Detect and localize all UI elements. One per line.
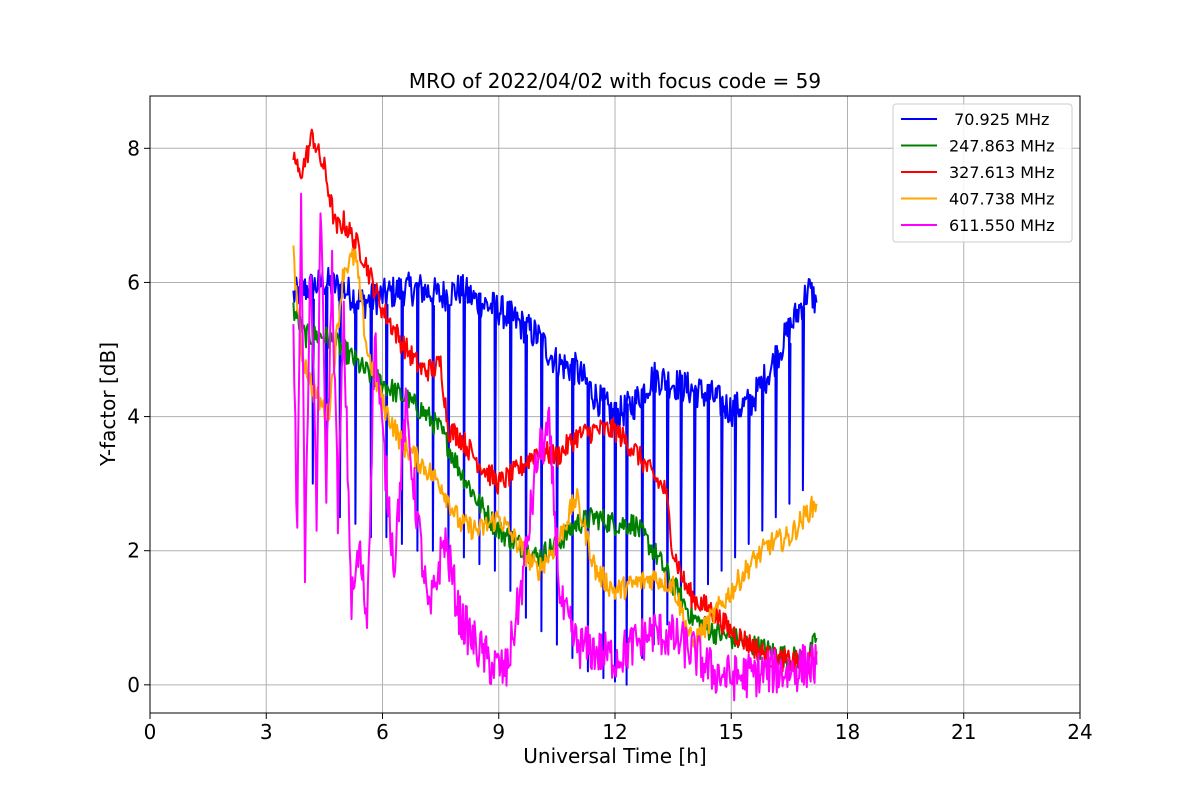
- x-tick-label: 15: [719, 720, 744, 744]
- y-tick-label: 6: [127, 270, 140, 294]
- y-tick-label: 0: [127, 673, 140, 697]
- x-tick-label: 3: [260, 720, 273, 744]
- legend-box: [892, 103, 1073, 243]
- legend-label: 407.738 MHz: [949, 190, 1054, 209]
- x-tick-label: 24: [1067, 720, 1092, 744]
- x-tick-label: 21: [951, 720, 976, 744]
- legend-label: 327.613 MHz: [949, 163, 1054, 182]
- y-axis-title: Y-factor [dB]: [96, 342, 120, 467]
- x-tick-label: 0: [144, 720, 157, 744]
- series-line: [292, 192, 818, 702]
- x-tick-label: 6: [376, 720, 389, 744]
- x-axis-title: Universal Time [h]: [523, 744, 706, 768]
- chart-title: MRO of 2022/04/02 with focus code = 59: [409, 69, 821, 93]
- series-line: [292, 266, 818, 686]
- y-tick-label: 4: [127, 405, 140, 429]
- x-tick-label: 9: [492, 720, 505, 744]
- legend-label: 611.550 MHz: [949, 216, 1054, 235]
- y-tick-label: 8: [127, 136, 140, 160]
- legend-label: 70.925 MHz: [949, 110, 1049, 129]
- series-line: [292, 128, 818, 675]
- series-layer: [292, 128, 818, 702]
- x-tick-label: 12: [602, 720, 627, 744]
- y-tick-label: 2: [127, 539, 140, 563]
- x-tick-label: 18: [835, 720, 860, 744]
- legend: 70.925 MHz 247.863 MHz 327.613 MHz 407.738 …: [892, 103, 1073, 243]
- legend-label: 247.863 MHz: [949, 137, 1054, 156]
